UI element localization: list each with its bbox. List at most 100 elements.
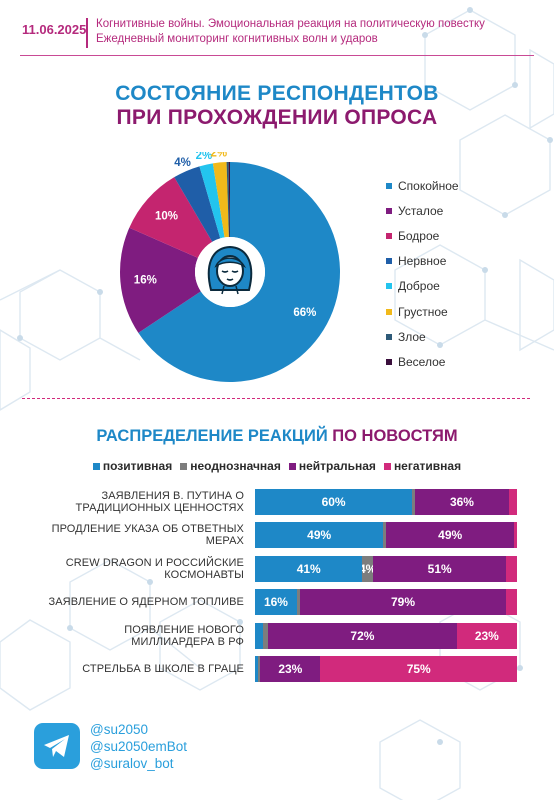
legend-label: Нервное: [398, 254, 447, 269]
bars-title-part1: РАСПРЕДЕЛЕНИЕ РЕАКЦИЙ: [96, 427, 333, 445]
legend-swatch: [386, 207, 392, 214]
donut-slice: [138, 162, 341, 382]
bar-segment: [262, 622, 269, 649]
donut-legend-item: Веселое: [386, 349, 459, 374]
legend-swatch: [386, 283, 392, 290]
section-divider: [22, 398, 530, 399]
donut-slice: [228, 162, 230, 238]
bar-segment: 41%: [255, 555, 363, 582]
bar-segment: 23%: [456, 622, 517, 649]
donut-legend-item: Бодрое: [386, 223, 459, 248]
donut-slice-label: 16%: [134, 274, 157, 286]
bar-segment: 36%: [414, 489, 510, 515]
bars-title-part2: ПО НОВОСТЯМ: [332, 427, 458, 445]
legend-swatch: [386, 258, 392, 265]
donut-legend-item: Спокойное: [386, 173, 459, 198]
bar-segment: [412, 489, 415, 515]
donut-legend-item: Усталое: [386, 198, 459, 223]
stacked-bar: 16% 79%: [255, 589, 517, 616]
handle-link[interactable]: @suralov_bot: [90, 756, 174, 771]
donut-slice-label: 10%: [155, 211, 178, 223]
bars-legend-item: нейтральная: [288, 459, 376, 473]
handle-link[interactable]: @su2050emBot: [90, 739, 188, 754]
legend-label: Доброе: [398, 279, 440, 294]
bars-legend-item: неоднозначная: [180, 459, 281, 473]
stacked-bar: 60% 36%: [255, 489, 517, 515]
bar-category-label: Заявление о ядерном топливе: [48, 596, 244, 609]
handle-link[interactable]: @su2050: [90, 722, 148, 737]
bar-segment: 4%: [362, 555, 373, 582]
bar-segment: [514, 522, 517, 549]
donut-legend-item: Доброе: [386, 274, 459, 299]
donut-slice-label: 2%: [196, 152, 213, 162]
bar-category-label: Стрельба в школе в Граце: [82, 663, 244, 675]
legend-swatch: [383, 462, 391, 470]
legend-swatch: [92, 462, 100, 470]
bar-category-label: Появление нового миллиардера в РФ: [124, 623, 244, 648]
donut-slice: [119, 227, 201, 333]
bar-segment: 49%: [255, 522, 384, 549]
bars-title: РАСПРЕДЕЛЕНИЕ РЕАКЦИЙ ПО НОВОСТЯМ: [0, 427, 554, 446]
bars-legend-item: негативная: [383, 459, 462, 473]
bar-category-label: Заявления В. Путина о традиционных ценно…: [75, 490, 244, 514]
report-date: 11.06.2025: [22, 22, 87, 37]
stacked-bar: 49% 49%: [255, 522, 517, 549]
legend-swatch: [386, 333, 392, 340]
bar-segment: [506, 555, 517, 582]
donut-slice: [129, 177, 213, 258]
legend-label: негативная: [393, 459, 462, 473]
legend-label: Спокойное: [398, 178, 459, 193]
bar-category-label: Продление указа об ответных мерах: [51, 523, 244, 548]
bar-segment: 49%: [385, 522, 515, 549]
legend-label: Злое: [398, 329, 426, 344]
bar-segment: [506, 589, 517, 616]
bar-segment: 23%: [260, 656, 321, 682]
donut-title-line1: СОСТОЯНИЕ РЕСПОНДЕНТОВ: [115, 82, 439, 105]
legend-swatch: [386, 308, 392, 315]
header-title: Когнитивные войны. Эмоциональная реакция…: [96, 18, 485, 30]
bars-legend-item: позитивная: [92, 459, 173, 473]
bar-segment: 51%: [372, 555, 507, 582]
bar-segment: [255, 622, 263, 649]
header-subtitle: Ежедневный мониторинг когнитивных волн и…: [96, 33, 378, 45]
bars-legend: позитивная неоднозначная нейтральная негати…: [0, 459, 554, 473]
donut-slice-label: 66%: [293, 307, 316, 319]
bar-segment: 60%: [255, 489, 413, 515]
donut-legend-item: Нервное: [386, 249, 459, 274]
bar-segment: 79%: [299, 589, 507, 616]
stacked-bar: 41%4%51%: [255, 555, 517, 582]
legend-label: нейтральная: [298, 459, 376, 473]
legend-label: Веселое: [398, 354, 446, 369]
telegram-icon: [34, 723, 80, 769]
donut-slice-label: 2%: [210, 152, 227, 160]
donut-legend-item: Злое: [386, 324, 459, 349]
donut-legend: Спокойное Усталое Бодрое Нервное Доброе Груст…: [386, 173, 459, 375]
donut-title-line2: ПРИ ПРОХОЖДЕНИИ ОПРОСА: [116, 106, 438, 129]
legend-label: неоднозначная: [190, 459, 281, 473]
legend-swatch: [288, 462, 296, 470]
bar-segment: [255, 656, 258, 682]
legend-swatch: [386, 358, 392, 365]
legend-swatch: [180, 462, 188, 470]
legend-label: Грустное: [398, 304, 448, 319]
legend-label: позитивная: [102, 459, 173, 473]
bar-segment: 72%: [268, 622, 457, 649]
donut-slice: [199, 163, 225, 239]
bar-segment: [509, 489, 517, 515]
header-divider: [20, 55, 534, 56]
footer-handles: @su2050 @su2050emBot @suralov_bot: [90, 721, 187, 772]
stacked-bar: 72% 23%: [255, 622, 517, 649]
bar-segment: [383, 522, 386, 549]
donut-slice: [212, 162, 229, 238]
donut-chart: 66% 16% 10% 4% 2%2%: [119, 152, 341, 382]
legend-swatch: [386, 232, 392, 239]
woman-face-icon: [195, 237, 265, 307]
bar-segment: [257, 656, 261, 682]
bar-category-label: Crew Dragon и российские космонавты: [65, 556, 244, 581]
legend-swatch: [386, 182, 392, 189]
legend-label: Бодрое: [398, 228, 440, 243]
donut-slice: [174, 166, 221, 242]
donut-legend-item: Грустное: [386, 299, 459, 324]
stacked-bar: 23% 75%: [255, 656, 517, 682]
